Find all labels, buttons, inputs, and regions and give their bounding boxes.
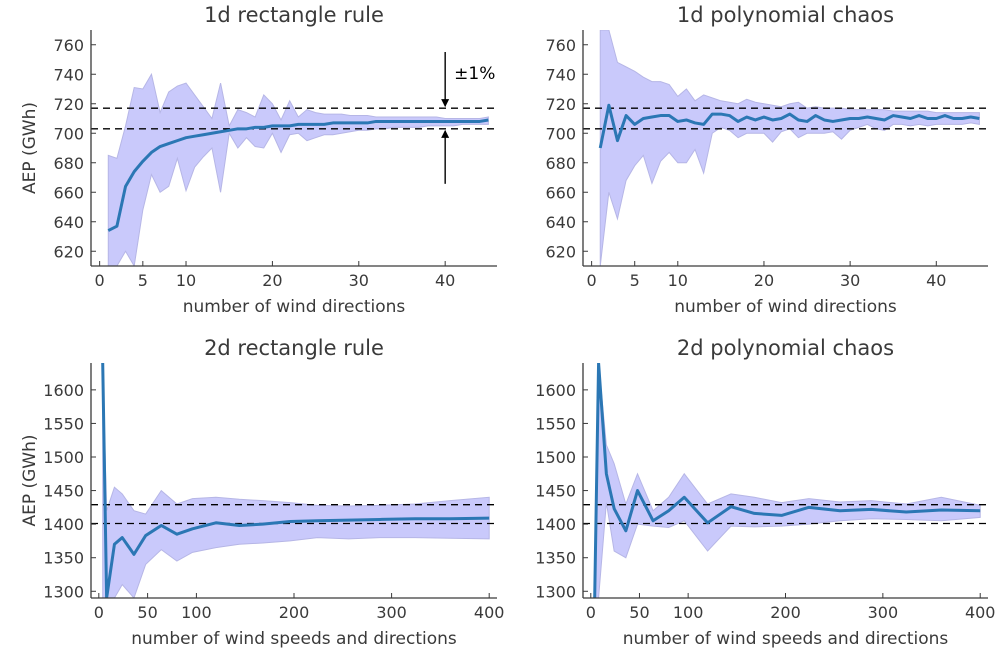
plot-area	[91, 72, 497, 266]
chart-title: 1d rectangle rule	[204, 3, 384, 27]
series-line	[101, 363, 490, 598]
uncertainty-band	[599, 30, 980, 266]
x-tick-label: 30	[840, 271, 860, 290]
y-tick-label: 620	[545, 242, 576, 261]
x-axis-label: number of wind speeds and directions	[623, 629, 949, 649]
y-tick-label: 680	[545, 154, 576, 173]
y-tick-label: 1500	[43, 448, 84, 467]
x-tick-label: 40	[926, 271, 946, 290]
x-tick-label: 0	[94, 603, 104, 622]
x-tick-label: 10	[176, 271, 196, 290]
arrow-up-head	[441, 129, 450, 138]
y-tick-label: 700	[53, 124, 84, 143]
x-tick-label: 0	[95, 271, 105, 290]
x-axis-label: number of wind directions	[183, 297, 406, 317]
y-tick-label: 1450	[535, 482, 576, 501]
chart-title: 1d polynomial chaos	[677, 3, 894, 27]
y-tick-label: 640	[53, 213, 84, 232]
y-tick-label: 660	[545, 183, 576, 202]
uncertainty-band	[107, 72, 489, 266]
y-axis-label: AEP (GWh)	[20, 434, 40, 526]
y-tick-label: 740	[53, 65, 84, 84]
y-tick-label: 640	[545, 213, 576, 232]
y-axis-label: AEP (GWh)	[20, 102, 40, 194]
x-tick-label: 0	[587, 271, 597, 290]
y-tick-label: 1500	[535, 448, 576, 467]
y-tick-label: 1550	[43, 414, 84, 433]
subplot-1d-rectangle-rule: 0 5 10 20 30 40 620 640 660 680 700 720 740 760 1d rec…	[20, 3, 497, 317]
y-tick-label: 1600	[535, 381, 576, 400]
plot-area	[583, 363, 988, 598]
x-tick-label: 300	[376, 603, 407, 622]
x-tick-label: 50	[629, 603, 649, 622]
chart-title: 2d rectangle rule	[204, 336, 384, 360]
y-tick-label: 700	[545, 124, 576, 143]
x-tick-label: 30	[349, 271, 369, 290]
y-tick-label: 1400	[43, 515, 84, 534]
y-tick-label: 720	[545, 95, 576, 114]
y-tick-label: 720	[53, 95, 84, 114]
x-tick-label: 20	[262, 271, 282, 290]
y-tick-label: 1300	[43, 582, 84, 601]
x-tick-label: 100	[181, 603, 212, 622]
x-axis-label: number of wind speeds and directions	[131, 629, 457, 649]
series-line	[107, 118, 489, 232]
x-tick-label: 400	[474, 603, 505, 622]
y-tick-label: 760	[53, 36, 84, 55]
x-tick-label: 200	[770, 603, 801, 622]
y-tick-label: 660	[53, 183, 84, 202]
x-tick-label: 50	[137, 603, 157, 622]
x-tick-label: 400	[965, 603, 996, 622]
y-tick-label: 680	[53, 154, 84, 173]
y-tick-label: 620	[53, 242, 84, 261]
x-tick-label: 5	[630, 271, 640, 290]
uncertainty-band	[594, 363, 981, 598]
y-tick-label: 1350	[43, 549, 84, 568]
y-tick-label: 1450	[43, 482, 84, 501]
arrow-down-head	[441, 99, 450, 108]
y-tick-label: 1400	[535, 515, 576, 534]
subplot-1d-polynomial-chaos: 0 5 10 20 30 40 620 640 660 680 700 720 740 760 1d pol…	[545, 3, 988, 317]
x-tick-label: 100	[673, 603, 704, 622]
x-tick-label: 200	[279, 603, 310, 622]
x-tick-label: 40	[435, 271, 455, 290]
series-line	[593, 363, 981, 598]
y-tick-label: 1600	[43, 381, 84, 400]
x-tick-label: 20	[754, 271, 774, 290]
x-tick-label: 300	[868, 603, 899, 622]
x-tick-label: 10	[668, 271, 688, 290]
uncertainty-band	[102, 363, 490, 598]
plot-area	[91, 363, 497, 598]
y-tick-label: 1350	[535, 549, 576, 568]
annotation-label: ±1%	[454, 64, 495, 84]
chart-title: 2d polynomial chaos	[677, 336, 894, 360]
y-tick-label: 760	[545, 36, 576, 55]
y-tick-label: 1550	[535, 414, 576, 433]
subplot-2d-polynomial-chaos: 0 50 100 200 300 400 1300 1350 1400 1450 1500 1550 1…	[535, 336, 995, 649]
plot-area	[583, 30, 988, 266]
x-tick-label: 0	[586, 603, 596, 622]
series-line	[598, 103, 980, 149]
x-axis-label: number of wind directions	[674, 297, 897, 317]
x-tick-label: 5	[138, 271, 148, 290]
subplot-2d-rectangle-rule: 0 50 100 200 300 400 1300 1350 1400 1450 1500 1550 1…	[20, 336, 504, 649]
y-tick-label: 1300	[535, 582, 576, 601]
y-tick-label: 740	[545, 65, 576, 84]
